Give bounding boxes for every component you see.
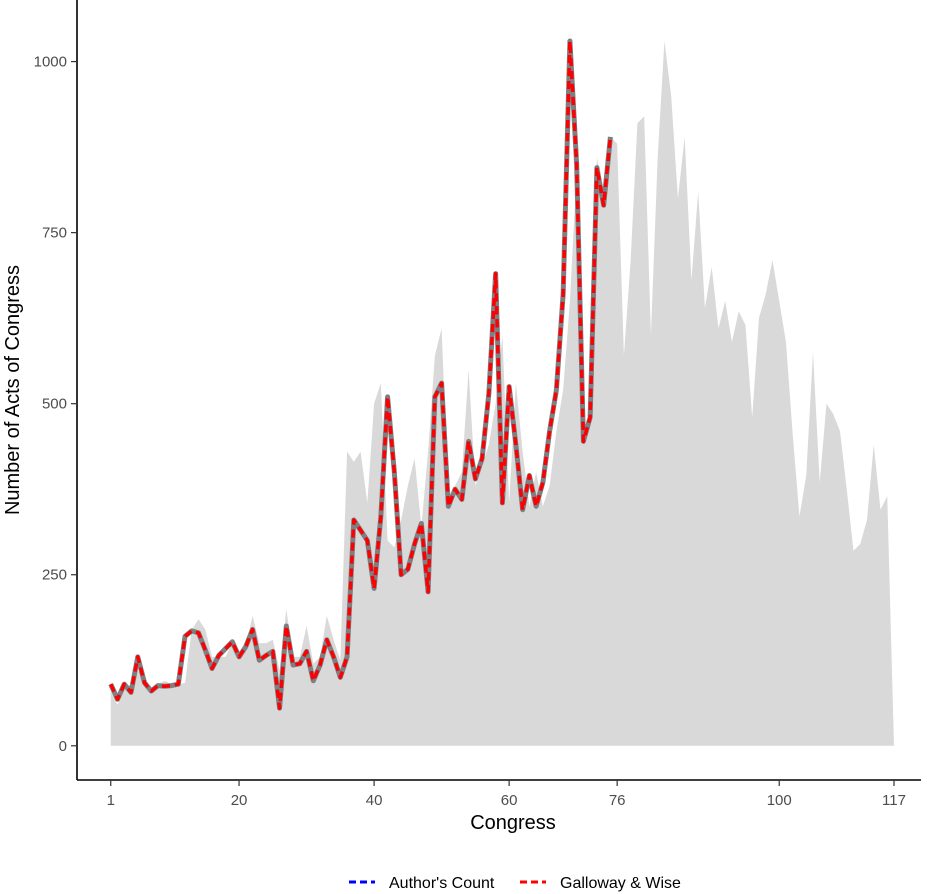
- axes-layer: [76, 0, 921, 781]
- y-tick-label: 750: [42, 225, 67, 242]
- series-galloway-wise-line: [109, 39, 613, 710]
- x-tick-label: 1: [107, 792, 115, 809]
- y-axis-title: Number of Acts of Congress: [2, 265, 24, 515]
- area-layer: [110, 41, 894, 746]
- legend-label-authors-count: Author's Count: [389, 875, 495, 892]
- legend: Author's Count Galloway & Wise: [349, 875, 681, 892]
- x-tick-label: 20: [231, 792, 248, 809]
- total-acts-area: [110, 41, 894, 746]
- y-tick-label: 250: [42, 567, 67, 584]
- x-tick-label: 76: [609, 792, 626, 809]
- legend-label-galloway-wise: Galloway & Wise: [560, 875, 681, 892]
- x-tick-label: 60: [501, 792, 518, 809]
- x-axis-title: Congress: [470, 812, 556, 834]
- x-ticks: 1 20 40 60 76 100 117: [107, 780, 906, 809]
- x-tick-label: 117: [882, 792, 906, 809]
- series-layer: [108, 38, 613, 711]
- x-tick-label: 40: [366, 792, 383, 809]
- y-tick-label: 1000: [34, 54, 67, 71]
- y-tick-label: 500: [42, 396, 67, 413]
- y-ticks: 0 250 500 750 1000: [34, 54, 77, 755]
- y-tick-label: 0: [59, 738, 67, 755]
- x-tick-label: 100: [767, 792, 792, 809]
